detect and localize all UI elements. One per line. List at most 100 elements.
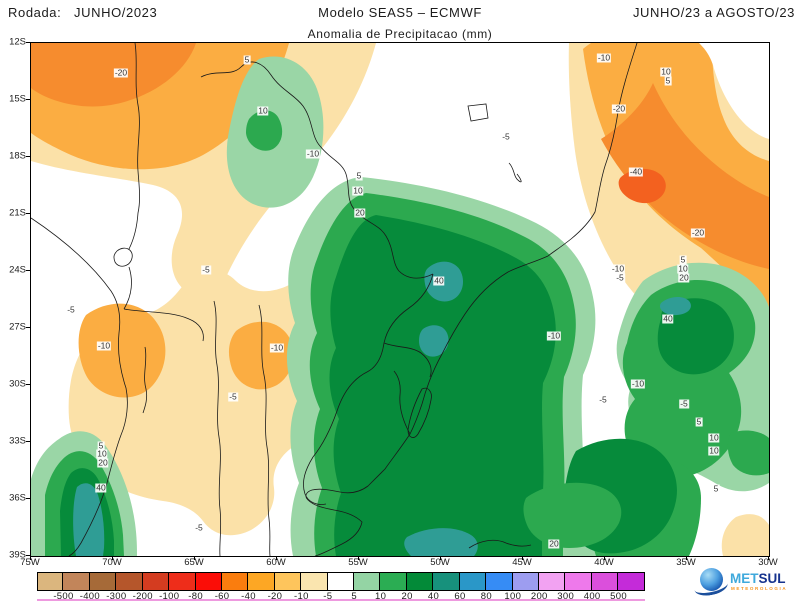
colorbar-boundary-label: -20: [267, 591, 283, 601]
colorbar-cell: [565, 572, 592, 591]
colorbar-cell: [142, 572, 170, 591]
lon-tick-mark: [440, 556, 441, 560]
contour-value-label: -5: [66, 304, 76, 315]
run-value: JUNHO/2023: [74, 5, 158, 20]
colorbar-cell: [274, 572, 302, 591]
logo-text-met: MET: [730, 571, 759, 586]
contour-value-label: 10: [352, 185, 364, 196]
lat-tick-mark: [26, 327, 30, 328]
contour-value-label: -10: [269, 342, 285, 353]
lat-tick-mark: [26, 42, 30, 43]
contour-value-label: 5: [97, 440, 105, 451]
logo-globe-icon: [700, 568, 723, 591]
contour-value-label: -5: [501, 131, 511, 142]
lat-tick-label: 27S: [9, 321, 26, 333]
colorbar-boundary-label: -300: [106, 591, 127, 601]
lon-tick-label: 70W: [102, 557, 122, 568]
colorbar: [37, 572, 645, 591]
contour-value-label: 40: [433, 275, 445, 286]
logo-wordmark: METSUL: [730, 571, 786, 586]
colorbar-cell: [221, 572, 249, 591]
lon-tick-mark: [686, 556, 687, 560]
colorbar-cell: [169, 572, 196, 591]
lat-tick-label: 12S: [9, 36, 26, 48]
contour-value-label: -10: [596, 52, 612, 63]
metsul-logo: METSUL METEOROLOGIA: [692, 564, 798, 600]
contour-value-label: -5: [194, 522, 204, 533]
colorbar-cell: [618, 572, 645, 591]
lat-tick-mark: [26, 99, 30, 100]
colorbar-cell: [354, 572, 381, 591]
lat-tick-label: 33S: [9, 435, 26, 447]
colorbar-boundary-label: -100: [159, 591, 180, 601]
colorbar-boundary-label: -40: [241, 591, 256, 601]
contour-value-label: -20: [113, 67, 129, 78]
colorbar-boundary-label: 400: [583, 591, 601, 601]
colorbar-cell: [89, 572, 117, 591]
lat-tick-label: 24S: [9, 264, 26, 276]
colorbar-boundary-label: 5: [351, 591, 357, 601]
lon-tick-label: 40W: [594, 557, 614, 568]
contour-value-label: 5: [695, 416, 703, 427]
period-title: JUNHO/23 a AGOSTO/23: [632, 5, 795, 20]
lat-tick-label: 39S: [9, 549, 26, 561]
contour-value-label: 5: [355, 170, 363, 181]
lon-tick-label: 65W: [184, 557, 204, 568]
logo-subtext: METEOROLOGIA: [731, 586, 788, 591]
precipitation-anomaly-map: -20 -10 10 5 -5 5 10 20 40 -10 10 5 -20 -40 -20 5 10 20 40…: [30, 42, 770, 557]
lon-tick-mark: [358, 556, 359, 560]
lon-tick-mark: [522, 556, 523, 560]
contour-value-label: 20: [354, 207, 366, 218]
lon-tick-label: 60W: [266, 557, 286, 568]
contour-value-label: -5: [228, 391, 238, 402]
lon-tick-label: 55W: [348, 557, 368, 568]
map-subtitle: Anomalia de Precipitacao (mm): [307, 27, 493, 41]
colorbar-cell: [327, 572, 355, 591]
lon-tick-label: 30W: [758, 557, 778, 568]
colorbar-boundary-label: 20: [401, 591, 413, 601]
colorbar-boundary-label: 40: [427, 591, 440, 601]
contour-value-label: 10: [708, 445, 720, 456]
colorbar-cell: [512, 572, 540, 591]
contour-value-label: -20: [690, 227, 706, 238]
country-borders: [31, 43, 638, 556]
colorbar-boundary-label: -500: [53, 591, 74, 601]
contour-value-label: 20: [548, 538, 560, 549]
lat-tick-label: 21S: [9, 207, 26, 219]
contour-value-label: 10: [708, 432, 720, 443]
colorbar-boundary-label: 10: [375, 591, 387, 601]
colorbar-boundary-label: 300: [557, 591, 575, 601]
colorbar-cell: [195, 572, 222, 591]
lon-tick-label: 45W: [512, 557, 532, 568]
contour-map-canvas: [31, 43, 769, 556]
lon-tick-mark: [30, 556, 31, 560]
colorbar-boundary-label: -80: [188, 591, 203, 601]
colorbar-boundary-label: 80: [480, 591, 492, 601]
lon-tick-mark: [112, 556, 113, 560]
contour-value-label: -5: [201, 264, 211, 275]
contour-value-label: -5: [598, 394, 608, 405]
contour-value-label: -40: [628, 166, 644, 177]
lon-tick-mark: [276, 556, 277, 560]
contour-value-label: 5: [664, 75, 672, 86]
colorbar-boundary-label: 60: [454, 591, 466, 601]
contour-value-label: 10: [257, 105, 269, 116]
colorbar-boundary-label: -5: [323, 591, 333, 601]
colorbar-cell: [433, 572, 460, 591]
lon-tick-mark: [604, 556, 605, 560]
contour-value-label: 40: [662, 313, 674, 324]
colorbar-cell: [380, 572, 407, 591]
contour-value-label: 10: [677, 263, 689, 274]
colorbar-boundary-label: 200: [530, 591, 548, 601]
contour-value-label: 20: [97, 457, 109, 468]
run-label: Rodada:: [8, 5, 62, 20]
contour-value-label: 10: [96, 448, 108, 459]
lat-tick-mark: [26, 213, 30, 214]
contour-value-label: 5: [243, 54, 251, 65]
colorbar-cell: [37, 572, 64, 591]
colorbar-cell: [63, 572, 90, 591]
colorbar-underline: [37, 599, 645, 601]
contour-value-label: -5: [679, 398, 689, 409]
lat-tick-label: 30S: [9, 378, 26, 390]
lon-tick-mark: [768, 556, 769, 560]
